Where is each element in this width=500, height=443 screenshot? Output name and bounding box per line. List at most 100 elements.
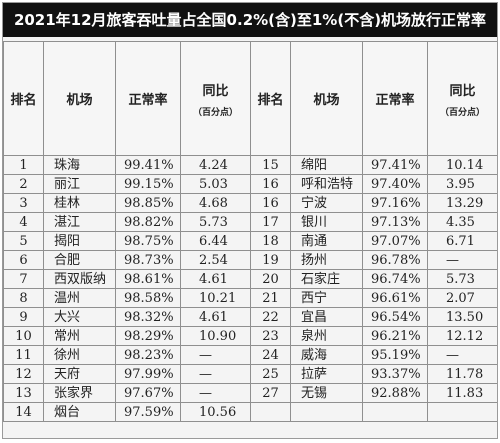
right-yoy-cell: 6.71 (427, 231, 497, 251)
table-row: 1 珠海 99.41% 4.24 15 绵阳 97.41% 10.14 (3, 155, 497, 175)
left-airport-cell: 珠海 (43, 155, 116, 175)
right-airport-cell: 泉州 (290, 326, 363, 346)
right-rate-cell: 92.88% (362, 383, 428, 403)
left-rank-cell: 4 (3, 212, 44, 232)
left-rank-cell: 8 (3, 288, 44, 308)
table-row: 6 合肥 98.73% 2.54 19 扬州 96.78% — (3, 250, 497, 270)
right-airport-cell: 威海 (290, 345, 363, 365)
right-airport-cell: 无锡 (290, 383, 363, 403)
right-yoy-cell: 2.07 (427, 288, 497, 308)
right-rank-cell: 20 (250, 269, 291, 289)
right-rank-cell: 27 (250, 383, 291, 403)
table-row: 9 大兴 98.32% 4.61 22 宜昌 96.54% 13.50 (3, 307, 497, 327)
left-rate-cell: 97.59% (115, 402, 181, 422)
left-rank-cell: 11 (3, 345, 44, 365)
right-yoy-cell: 10.14 (427, 155, 497, 175)
left-airport-cell: 合肥 (43, 250, 116, 270)
left-rate-cell: 98.73% (115, 250, 181, 270)
right-airport-cell: 呼和浩特 (290, 174, 363, 194)
table-row: 10 常州 98.29% 10.90 23 泉州 96.21% 12.12 (3, 326, 497, 346)
right-rate-cell: 97.13% (362, 212, 428, 232)
left-yoy-cell: 4.61 (180, 307, 251, 327)
table-row: 14 烟台 97.59% 10.56 (3, 402, 497, 422)
right-rate-cell: 97.40% (362, 174, 428, 194)
left-airport-cell: 西双版纳 (43, 269, 116, 289)
table-row: 12 天府 97.99% —25 拉萨 93.37% 11.78 (3, 364, 497, 384)
left-yoy-cell: — (180, 383, 251, 403)
right-rate-cell: 96.61% (362, 288, 428, 308)
left-airport-cell: 桂林 (43, 193, 116, 213)
table-row: 8 温州 98.58% 10.21 21 西宁 96.61% 2.07 (3, 288, 497, 308)
right-rank-cell: 18 (250, 231, 291, 251)
header-airport-right: 机场 (290, 41, 363, 156)
left-rank-cell: 9 (3, 307, 44, 327)
right-rank-cell: 21 (250, 288, 291, 308)
right-rate-cell: 96.21% (362, 326, 428, 346)
left-yoy-cell: 10.56 (180, 402, 251, 422)
left-rate-cell: 98.32% (115, 307, 181, 327)
left-rank-cell: 10 (3, 326, 44, 346)
right-rate-cell: 96.78% (362, 250, 428, 270)
right-airport-cell: 南通 (290, 231, 363, 251)
left-airport-cell: 温州 (43, 288, 116, 308)
left-rank-cell: 6 (3, 250, 44, 270)
table-header-row: 排名 机场 正常率 同比 （百分点） 排名 机场 正常率 同比 （百分点） (3, 41, 497, 156)
right-yoy-cell: 12.12 (427, 326, 497, 346)
right-yoy-cell: 11.78 (427, 364, 497, 384)
left-rate-cell: 98.75% (115, 231, 181, 251)
right-yoy-cell: — (427, 250, 497, 270)
header-rate-left: 正常率 (115, 41, 181, 156)
header-rank-right: 排名 (250, 41, 291, 156)
left-yoy-cell: 4.61 (180, 269, 251, 289)
left-yoy-cell: — (180, 364, 251, 384)
left-rate-cell: 98.82% (115, 212, 181, 232)
right-airport-cell: 绵阳 (290, 155, 363, 175)
ranking-figure: 2021年12月旅客吞吐量占全国0.2%(含)至1%(不含)机场放行正常率 排名… (2, 2, 498, 439)
left-rank-cell: 13 (3, 383, 44, 403)
table-row: 2 丽江 99.15% 5.03 16 呼和浩特 97.40% 3.95 (3, 174, 497, 194)
right-yoy-cell: — (427, 345, 497, 365)
left-rate-cell: 98.29% (115, 326, 181, 346)
left-airport-cell: 天府 (43, 364, 116, 384)
right-airport-cell: 拉萨 (290, 364, 363, 384)
right-rate-cell: 97.16% (362, 193, 428, 213)
table-row: 3 桂林 98.85% 4.68 16 宁波 97.16% 13.29 (3, 193, 497, 213)
left-rank-cell: 7 (3, 269, 44, 289)
right-rank-cell (250, 402, 291, 422)
left-rank-cell: 1 (3, 155, 44, 175)
right-yoy-cell: 11.83 (427, 383, 497, 403)
right-rate-cell (362, 402, 428, 422)
left-airport-cell: 丽江 (43, 174, 116, 194)
right-airport-cell: 扬州 (290, 250, 363, 270)
right-yoy-cell (427, 402, 497, 422)
left-airport-cell: 大兴 (43, 307, 116, 327)
right-rank-cell: 25 (250, 364, 291, 384)
right-rate-cell: 96.54% (362, 307, 428, 327)
left-rate-cell: 98.61% (115, 269, 181, 289)
left-rate-cell: 99.15% (115, 174, 181, 194)
right-rate-cell: 93.37% (362, 364, 428, 384)
header-rate-right: 正常率 (362, 41, 428, 156)
right-rank-cell: 22 (250, 307, 291, 327)
left-airport-cell: 湛江 (43, 212, 116, 232)
right-yoy-cell: 3.95 (427, 174, 497, 194)
right-yoy-cell: 13.29 (427, 193, 497, 213)
header-yoy-unit: （百分点） (439, 107, 485, 118)
right-rate-cell: 97.07% (362, 231, 428, 251)
left-rate-cell: 97.67% (115, 383, 181, 403)
left-rank-cell: 12 (3, 364, 44, 384)
right-rank-cell: 24 (250, 345, 291, 365)
header-yoy-label: 同比 (202, 83, 229, 99)
right-airport-cell: 石家庄 (290, 269, 363, 289)
right-airport-cell: 西宁 (290, 288, 363, 308)
right-rank-cell: 15 (250, 155, 291, 175)
right-airport-cell: 宁波 (290, 193, 363, 213)
left-airport-cell: 烟台 (43, 402, 116, 422)
header-rank-left: 排名 (3, 41, 44, 156)
right-airport-cell: 宜昌 (290, 307, 363, 327)
left-rank-cell: 5 (3, 231, 44, 251)
table-row: 5 揭阳 98.75% 6.44 18 南通 97.07% 6.71 (3, 231, 497, 251)
right-airport-cell: 银川 (290, 212, 363, 232)
left-yoy-cell: 5.03 (180, 174, 251, 194)
